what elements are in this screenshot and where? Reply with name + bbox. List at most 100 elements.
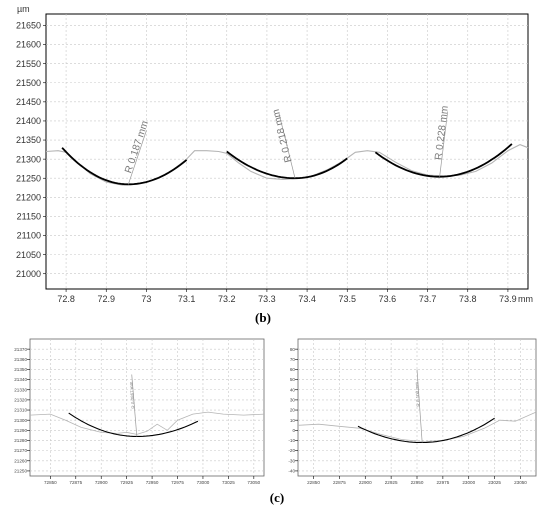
radius-leader (439, 111, 449, 177)
chart-b-y-unit: µm (17, 4, 30, 14)
chart-b-x-ticks: 72.8 72.9 73 73.1 73.2 73.3 73.4 73.5 73.6 73.7 73… (57, 289, 517, 304)
y-tick-label: 21360 (14, 357, 27, 362)
chart-c-left-grid (30, 339, 264, 476)
y-tick-label: 21350 (16, 135, 41, 145)
x-tick-label: 72900 (95, 480, 108, 485)
x-tick-label: 22875 (333, 480, 346, 485)
chart-b-frame (45, 13, 529, 290)
x-tick-label: 23025 (488, 480, 501, 485)
fitted-arc (61, 147, 188, 186)
y-tick-label: 21000 (16, 269, 41, 279)
x-tick-label: 73.9 (499, 294, 517, 304)
chart-c-left-frame (29, 338, 265, 477)
y-tick-label: 21300 (14, 418, 27, 423)
x-tick-label: 73.3 (258, 294, 276, 304)
chart-c-right-plot: R 0.100 mm (297, 369, 537, 444)
x-tick-label: 22925 (385, 480, 398, 485)
profile-line (29, 411, 265, 435)
chart-b-grid (46, 14, 528, 289)
y-tick-label: 21450 (16, 97, 41, 107)
chart-c-right-grid (298, 339, 536, 476)
y-tick-label: 21320 (14, 397, 27, 402)
x-tick-label: 72.9 (97, 294, 115, 304)
radius-leader (278, 113, 296, 179)
y-tick-label: 70 (290, 357, 296, 362)
x-tick-label: 72875 (69, 480, 82, 485)
y-tick-label: 21280 (14, 438, 27, 443)
fitted-arc (374, 143, 513, 178)
y-tick-label: 21310 (14, 408, 27, 413)
y-tick-label: -10 (288, 438, 295, 443)
chart-c-left-x-ticks: 72850 72875 72900 72925 72950 72975 73000 73025… (44, 476, 261, 485)
y-tick-label: 21600 (16, 40, 41, 50)
x-tick-label: 73025 (222, 480, 235, 485)
y-tick-label: 21340 (14, 377, 27, 382)
fitted-arc (68, 412, 199, 437)
x-tick-label: 73.8 (459, 294, 477, 304)
y-tick-label: 21150 (17, 212, 41, 222)
radius-label: R 0.0867 mm (129, 381, 136, 409)
x-tick-label: 73.6 (379, 294, 397, 304)
chart-c-right: -40 -30 -20 -10 0 10 20 30 40 50 60 70 80 22850 22875… (288, 338, 537, 485)
chart-c-right-x-ticks: 22850 22875 22900 22925 22950 22975 23000 23025… (307, 476, 527, 485)
y-tick-label: 21370 (14, 347, 27, 352)
x-tick-label: 73.7 (419, 294, 437, 304)
y-tick-label: 21400 (16, 116, 41, 126)
y-tick-label: 21550 (16, 59, 41, 69)
x-tick-label: 23050 (514, 480, 527, 485)
x-tick-label: 72.8 (57, 294, 75, 304)
y-tick-label: -20 (288, 448, 295, 453)
x-tick-label: 22900 (359, 480, 372, 485)
x-tick-label: 23000 (462, 480, 475, 485)
x-tick-label: 73.4 (298, 294, 316, 304)
y-tick-label: 21200 (16, 192, 41, 202)
y-tick-label: 21100 (17, 231, 41, 241)
y-tick-label: 80 (290, 347, 296, 352)
x-tick-label: 73.1 (178, 294, 196, 304)
chart-b-x-unit: mm (518, 294, 533, 304)
y-tick-label: 0 (292, 428, 295, 433)
y-tick-label: 21270 (14, 448, 27, 453)
y-tick-label: 40 (290, 387, 296, 392)
chart-c-left: 21250 21260 21270 21280 21290 21300 21310 21320… (14, 338, 265, 485)
y-tick-label: 30 (290, 397, 296, 402)
x-tick-label: 73.2 (218, 294, 236, 304)
y-tick-label: 21300 (16, 154, 41, 164)
y-tick-label: -30 (288, 458, 295, 463)
x-tick-label: 72950 (146, 480, 159, 485)
chart-c-left-y-ticks: 21250 21260 21270 21280 21290 21300 21310 21320… (14, 347, 30, 474)
y-tick-label: 21260 (14, 458, 27, 463)
chart-c-right-y-ticks: -40 -30 -20 -10 0 10 20 30 40 50 60 70 80 (288, 347, 298, 474)
fitted-arc (357, 417, 495, 444)
radius-leader (128, 130, 147, 185)
y-tick-label: 21290 (14, 428, 27, 433)
x-tick-label: 22850 (307, 480, 320, 485)
y-tick-label: 10 (290, 418, 296, 423)
y-tick-label: 21650 (16, 21, 41, 31)
chart-b-y-ticks: 21000 21050 21100 21150 21200 21250 21300 21350… (16, 21, 46, 279)
y-tick-label: 21500 (16, 78, 41, 88)
y-tick-label: 50 (290, 377, 296, 382)
y-tick-label: 21330 (14, 387, 27, 392)
x-tick-label: 72975 (171, 480, 184, 485)
y-tick-label: 20 (290, 408, 296, 413)
x-tick-label: 73000 (197, 480, 210, 485)
x-tick-label: 22950 (411, 480, 424, 485)
y-tick-label: 21250 (16, 173, 41, 183)
radius-label: R 0.100 mm (414, 382, 421, 407)
x-tick-label: 22975 (436, 480, 449, 485)
radius-leader (131, 374, 138, 437)
x-tick-label: 72925 (120, 480, 133, 485)
y-tick-label: -40 (288, 469, 295, 474)
x-tick-label: 73050 (247, 480, 260, 485)
y-tick-label: 21350 (14, 367, 27, 372)
caption-c: (c) (270, 490, 284, 505)
x-tick-label: 73.5 (338, 294, 356, 304)
chart-c-left-plot: R 0.0867 mm (29, 374, 265, 437)
radius-leader (416, 369, 423, 443)
x-tick-label: 72850 (44, 480, 57, 485)
x-tick-label: 73 (141, 294, 151, 304)
caption-b: (b) (255, 310, 271, 325)
y-tick-label: 60 (290, 367, 296, 372)
